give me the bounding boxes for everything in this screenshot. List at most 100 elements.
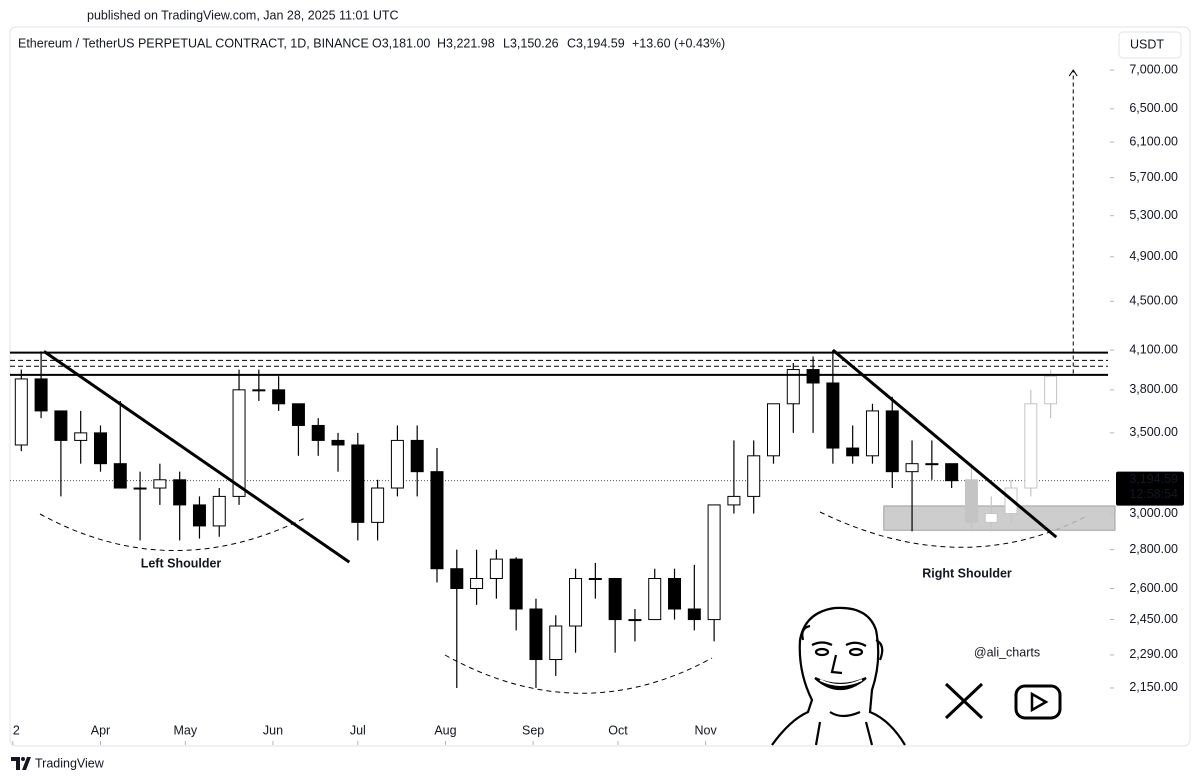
- currency-box[interactable]: [1118, 31, 1182, 59]
- legend-low: L3,150.26: [503, 36, 559, 50]
- y-tick-label: 2,450.00: [1129, 612, 1178, 626]
- candle-body: [54, 410, 68, 441]
- candle-body: [430, 471, 444, 570]
- x-tick-label: Oct: [608, 723, 628, 737]
- y-tick-label: 3,000.00: [1129, 506, 1178, 520]
- candle-body: [747, 455, 761, 497]
- candle-body: [668, 578, 682, 610]
- support-zone: [883, 505, 1116, 531]
- annotation: Right Shoulder: [922, 566, 1012, 580]
- y-tick-label: 2,800.00: [1129, 542, 1178, 556]
- youtube-play: [1030, 691, 1049, 713]
- currency: USDT: [1130, 37, 1164, 51]
- candle-body: [351, 444, 365, 523]
- candle-body: [232, 389, 246, 497]
- candle-body: [34, 378, 48, 412]
- candle-body: [153, 479, 167, 489]
- footer-logo-mark: [11, 757, 31, 770]
- last-price-label: 3,194.59: [1129, 472, 1178, 486]
- annotation: Left Shoulder: [141, 556, 222, 570]
- candle-body: [371, 487, 385, 523]
- candle-body: [489, 558, 503, 580]
- y-tick-label: 5,700.00: [1129, 170, 1178, 184]
- caricature: [771, 606, 906, 746]
- candle-body: [865, 410, 879, 457]
- candle-body: [93, 432, 107, 465]
- y-tick-label: 6,500.00: [1129, 101, 1178, 115]
- candle-body: [14, 378, 28, 446]
- x-tick-label: Nov: [695, 723, 718, 737]
- y-tick-label: 2,290.00: [1129, 647, 1178, 661]
- candle-body: [648, 578, 662, 621]
- candle-body: [786, 369, 800, 405]
- candle-body: [212, 495, 226, 527]
- candle-body: [291, 403, 305, 426]
- candle-body: [885, 410, 899, 473]
- candle-body: [74, 432, 88, 441]
- footer-logo-dot: [21, 757, 25, 761]
- candle-body: [588, 578, 602, 581]
- y-tick-label: 2,150.00: [1129, 680, 1178, 694]
- candle-body: [390, 439, 404, 489]
- footer-logo[interactable]: [11, 757, 31, 770]
- candle-body: [509, 558, 523, 610]
- target-arrow-head: [1068, 69, 1078, 77]
- chart-title: Ethereum / TetherUS PERPETUAL CONTRACT, …: [18, 36, 369, 50]
- candle-body: [549, 625, 563, 661]
- youtube-logo[interactable]: [1014, 684, 1062, 720]
- candle-body: [1024, 403, 1038, 489]
- footer-brand: TradingView: [35, 756, 105, 770]
- candle-body: [925, 463, 939, 466]
- candle-body: [252, 389, 266, 392]
- candle-body: [272, 389, 286, 405]
- candle-body: [984, 513, 998, 523]
- candle-body: [766, 403, 780, 457]
- y-tick-label: 7,000.00: [1129, 62, 1178, 76]
- x-tick-label: Aug: [434, 723, 456, 737]
- candle-body: [470, 578, 484, 589]
- x-tick-label: 2: [13, 723, 20, 737]
- x-tick-label: Apr: [91, 723, 110, 737]
- x-tick-label: Jun: [263, 723, 283, 737]
- x-tick-label: Sep: [522, 723, 544, 737]
- candle-body: [846, 447, 860, 457]
- x-logo[interactable]: [944, 682, 984, 720]
- candle-body: [826, 382, 840, 449]
- legend-change: +13.60 (+0.43%): [632, 36, 725, 50]
- y-tick-label: 4,100.00: [1129, 342, 1178, 356]
- candle-body: [569, 578, 583, 627]
- legend-high: H3,221.98: [437, 36, 495, 50]
- legend-open: O3,181.00: [372, 36, 430, 50]
- head-arc: [444, 654, 713, 694]
- candle-body: [173, 479, 187, 506]
- candle-body: [608, 578, 622, 621]
- countdown: 12:58:54: [1129, 487, 1178, 501]
- candle-body: [727, 495, 741, 506]
- right-shoulder-arc: [819, 511, 1086, 548]
- trendline: [43, 350, 351, 564]
- y-tick-label: 6,100.00: [1129, 134, 1178, 148]
- y-tick-label: 2,600.00: [1129, 581, 1178, 595]
- x-tick-label: Jul: [350, 723, 366, 737]
- candle-body: [192, 504, 206, 527]
- candle-body: [945, 463, 959, 482]
- candle-body: [133, 487, 147, 490]
- candle-body: [905, 463, 919, 473]
- candle-body: [113, 463, 127, 489]
- candle-body: [964, 479, 978, 523]
- candle-body: [1044, 375, 1058, 405]
- candle-body: [450, 568, 464, 589]
- y-tick-label: 4,900.00: [1129, 249, 1178, 263]
- candle-body: [628, 619, 642, 622]
- watermark-handle: @ali_charts: [974, 645, 1040, 659]
- last-price-box: [1116, 471, 1184, 506]
- y-tick-label: 3,500.00: [1129, 425, 1178, 439]
- published-note: published on TradingView.com, Jan 28, 20…: [87, 8, 399, 22]
- candle-body: [687, 608, 701, 621]
- y-tick-label: 4,500.00: [1129, 294, 1178, 308]
- candle-body: [707, 504, 721, 621]
- candle-body: [529, 608, 543, 661]
